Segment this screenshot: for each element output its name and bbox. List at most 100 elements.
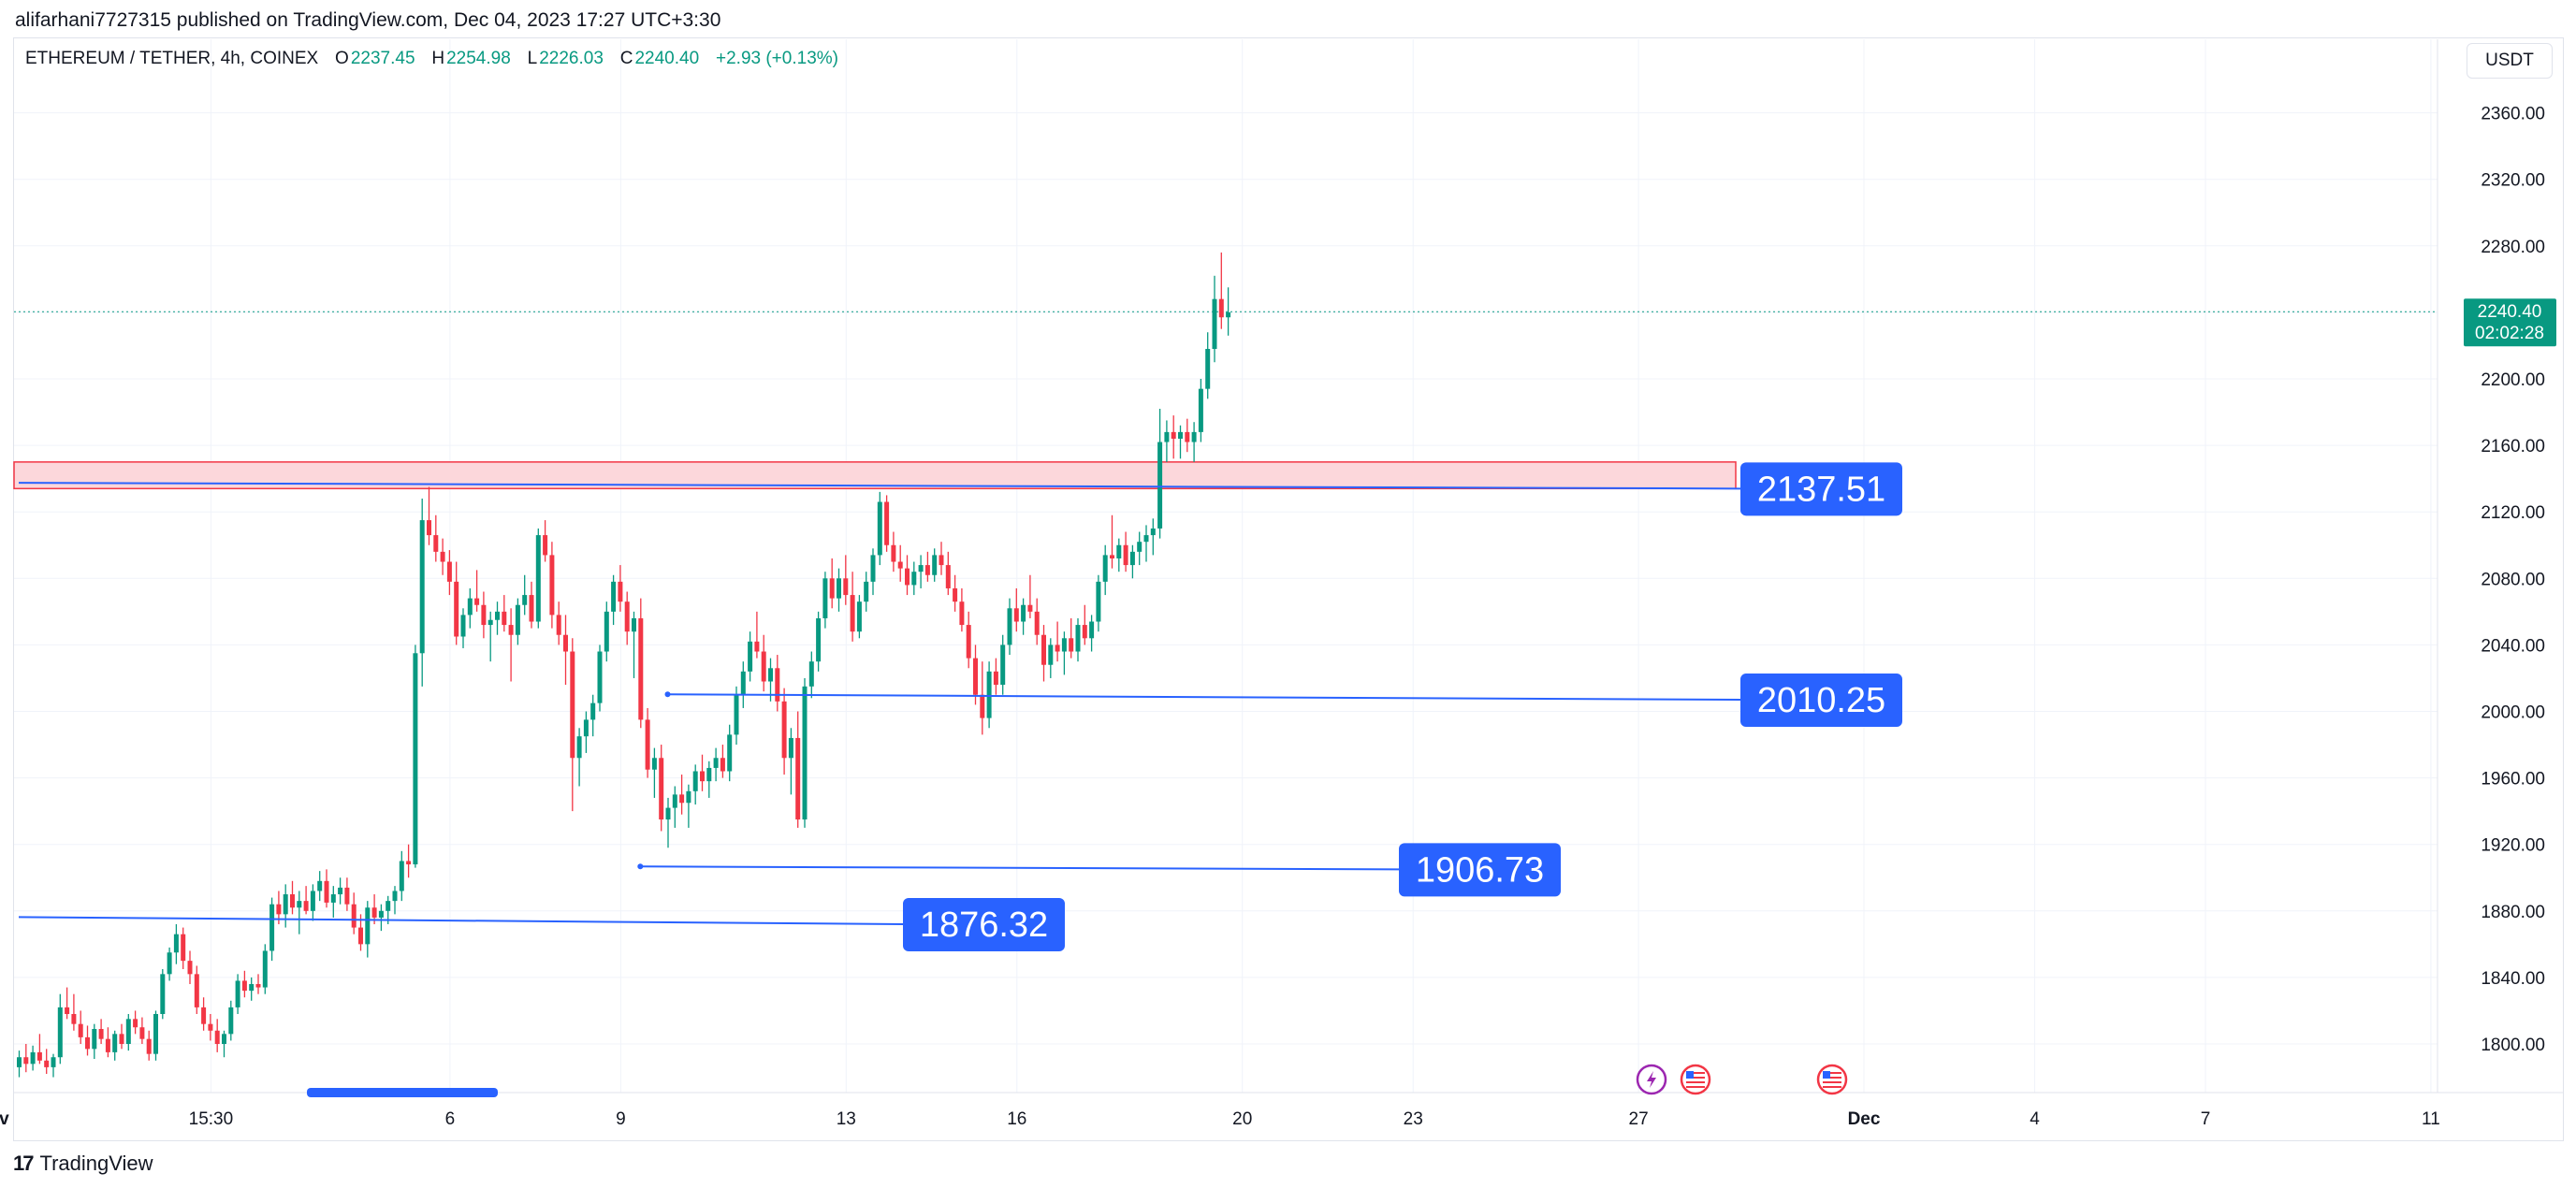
candle-body-up: [467, 598, 473, 616]
price-axis-label: 2160.00: [2481, 437, 2545, 456]
level-label-box[interactable]: [1399, 843, 1561, 897]
time-axis-label: Dec: [1848, 1109, 1881, 1129]
candle-body-up: [515, 604, 520, 635]
candle-body-up: [365, 907, 371, 945]
price-axis-label: 1960.00: [2481, 770, 2545, 790]
publisher-line: alifarhani7727315 published on TradingVi…: [15, 9, 721, 31]
candle-body-up: [488, 619, 493, 626]
candle-body-down: [659, 758, 664, 820]
level-label: 1876.32: [920, 905, 1048, 945]
candle-body-down: [679, 794, 685, 804]
candle-body-up: [1191, 431, 1197, 442]
candle-body-down: [98, 1029, 104, 1039]
candle-body-down: [358, 927, 363, 945]
brand-name: TradingView: [39, 1152, 153, 1175]
candle-body-down: [556, 615, 561, 635]
candle-body-up: [576, 736, 582, 759]
candle-body-down: [618, 581, 623, 602]
flag-stripe: [1823, 1072, 1841, 1074]
candle-body-down: [570, 651, 575, 759]
candle-body-down: [775, 668, 780, 702]
flag-canton: [1686, 1071, 1694, 1079]
candle-body-down: [563, 634, 568, 652]
candle-body-down: [36, 1051, 42, 1061]
candle-body-up: [57, 1007, 63, 1058]
candle-body-down: [139, 1027, 145, 1039]
candle-body-up: [535, 535, 541, 622]
time-axis-label: 23: [1404, 1109, 1423, 1129]
level-label-box[interactable]: [903, 898, 1065, 952]
price-axis-label: 2280.00: [2481, 238, 2545, 257]
candle-body-up: [386, 901, 391, 911]
candle-body-down: [146, 1038, 152, 1054]
candle-body-down: [829, 578, 835, 599]
flag-stripe: [1823, 1086, 1841, 1088]
candle-body-up: [1000, 645, 1006, 686]
flag-stripe: [1686, 1072, 1705, 1074]
flag-stripe: [1686, 1077, 1705, 1079]
resistance-zone[interactable]: [13, 461, 1737, 490]
us-flag-event-icon[interactable]: [1680, 1064, 1711, 1095]
candle-body-down: [241, 980, 247, 992]
candle-body-down: [214, 1030, 220, 1044]
candle-body-down: [945, 565, 951, 588]
candle-body-up: [1157, 442, 1163, 529]
candle-body-down: [446, 561, 452, 582]
open-label: O: [335, 49, 349, 68]
candle-body-down: [508, 625, 514, 635]
open-value: 2237.45: [350, 49, 415, 68]
bar-countdown: 02:02:28: [2475, 324, 2544, 343]
price-axis-label: 1840.00: [2481, 969, 2545, 989]
level-line-1906.73[interactable]: [640, 865, 1400, 871]
candle-body-up: [590, 703, 596, 720]
candle-body-up: [249, 984, 255, 992]
candle-body-down: [645, 719, 650, 770]
candle-body-down: [884, 501, 890, 545]
candle-body-down: [1185, 431, 1190, 442]
candle-body-down: [201, 1007, 207, 1024]
candle-body-up: [583, 719, 589, 737]
candle-body-up: [856, 601, 862, 632]
candle-body-down: [276, 904, 282, 915]
time-axis-label: 27: [1629, 1109, 1649, 1129]
candle-body-up: [310, 891, 315, 911]
price-axis-label: 2040.00: [2481, 636, 2545, 656]
candle-body-down: [65, 1007, 70, 1015]
candle-body-down: [781, 701, 787, 759]
candle-body-down: [761, 651, 766, 682]
price-axis-label: 2080.00: [2481, 570, 2545, 589]
candle-body-down: [905, 568, 910, 586]
level-line-2010.25[interactable]: [667, 693, 1741, 702]
candle-body-up: [173, 934, 179, 953]
price-axis-label: 2120.00: [2481, 503, 2545, 523]
us-flag-event-icon[interactable]: [1816, 1064, 1848, 1095]
candle-body-up: [651, 758, 657, 770]
currency-button[interactable]: USDT: [2467, 43, 2553, 79]
level-line-2137.51[interactable]: [18, 482, 1741, 490]
candle-body-down: [44, 1060, 50, 1067]
candle-body-down: [290, 894, 295, 908]
candle-body-down: [78, 1023, 83, 1037]
level-line-1876.32[interactable]: [18, 916, 904, 926]
candle-body-up: [877, 501, 882, 556]
candle-body-up: [713, 758, 719, 768]
candle-body-up: [1116, 544, 1122, 558]
candle-body-up: [419, 520, 425, 654]
candle-body-down: [502, 611, 507, 626]
candle-body-up: [1089, 621, 1095, 639]
price-axis-label: 2360.00: [2481, 105, 2545, 124]
price-axis-label: 1800.00: [2481, 1036, 2545, 1055]
level-label-box[interactable]: [1740, 674, 1902, 728]
date-range-marker[interactable]: [307, 1088, 498, 1097]
candle-body-up: [748, 641, 753, 672]
time-axis-label: 20: [1232, 1109, 1252, 1129]
level-label-box[interactable]: [1740, 462, 1902, 516]
time-axis-label: 6: [445, 1109, 456, 1129]
candle-body-up: [235, 980, 240, 1007]
level-anchor-point: [637, 863, 644, 870]
candle-body-up: [1075, 625, 1081, 652]
candle-body-down: [23, 1057, 29, 1065]
candle-body-down: [208, 1023, 213, 1031]
candle-body-down: [638, 617, 644, 720]
